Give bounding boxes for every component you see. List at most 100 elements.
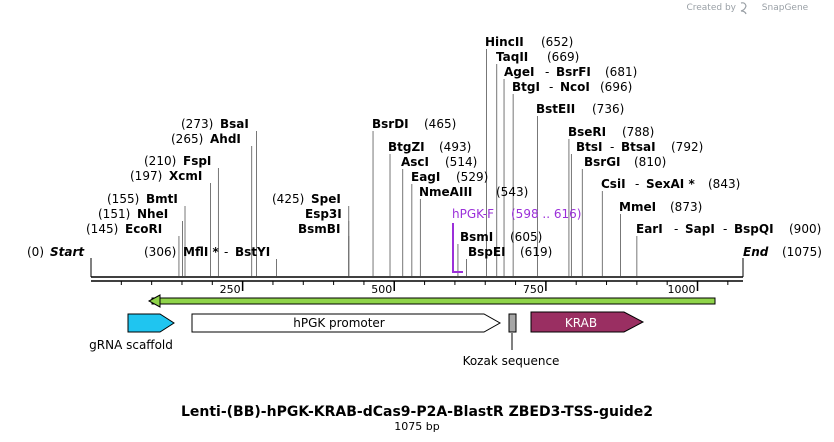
site-pos: (514) [445,155,477,169]
svg-text:-: - [723,222,727,236]
site-lines [178,49,638,276]
end-position: (1075) [782,245,822,259]
feature-label: gRNA scaffold [89,338,173,352]
credit-text: Created by [686,3,736,13]
feature-label: KRAB [565,316,597,330]
svg-text:-: - [545,65,549,79]
feature-label: hPGK promoter [293,316,385,330]
site-label: BspEI [468,245,506,259]
site-pos: (210) [144,154,176,168]
end-label: End [743,245,769,259]
primer-range: (598 .. 616) [511,207,581,221]
hpgk-promoter-arrow [191,313,502,333]
kozak-box [508,313,517,333]
tick-label: 500 [371,283,392,296]
site-label: BtsI [576,140,603,154]
site-label: EagI [411,170,440,184]
site-label: SapI [685,222,715,236]
site-pos: (273) [181,117,213,131]
site-pos: (425) [272,192,304,206]
site-pos: (696) [600,80,632,94]
start-position: (0) [27,245,44,259]
site-label: NmeAIII [419,185,472,199]
site-label: TaqII [496,50,528,64]
primer-label: hPGK-F [452,207,494,221]
site-label: HincII [485,35,524,49]
site-pos: (788) [622,125,654,139]
site-label: SexAI * [646,177,695,191]
tick-label: 250 [220,283,241,296]
svg-text:-: - [610,140,614,154]
grna-scaffold-arrow [127,313,175,333]
site-label: MflI * [183,245,219,259]
feature-grna-scaffold[interactable]: gRNA scaffold [89,313,175,352]
site-label: AhdI [210,132,241,146]
site-pos: (900) [789,222,821,236]
site-label: BsrFI [556,65,591,79]
map-title: Lenti-(BB)-hPGK-KRAB-dCas9-P2A-BlastR ZB… [181,404,653,420]
site-pos: (669) [547,50,579,64]
site-label: BsaI [220,117,249,131]
site-label: SpeI [311,192,341,206]
site-label: BstEII [536,102,575,116]
site-pos: (155) [107,192,139,206]
site-pos: (736) [592,102,624,116]
site-label: BtsaI [621,140,656,154]
ruler-ticks: 250 500 750 1000 [120,281,729,296]
site-label: BsmBI [298,222,340,236]
site-pos: (493) [439,140,471,154]
site-label: NcoI [560,80,590,94]
brand-text: SnapGene [762,3,809,13]
site-label: AscI [401,155,429,169]
site-label: BsrDI [372,117,409,131]
svg-text:-: - [635,177,639,191]
tick-label: 1000 [668,283,696,296]
feature-krab[interactable]: KRAB [530,311,645,333]
site-label: MmeI [619,200,656,214]
site-label: AgeI [504,65,534,79]
start-label: Start [50,245,85,259]
site-label: BspQI [734,222,774,236]
site-label: BstYI [235,245,270,259]
site-pos: (197) [130,169,162,183]
primer-hpgk-f[interactable]: hPGK-F (598 .. 616) [452,207,581,273]
krab-arrow [530,311,645,333]
site-pos: (792) [671,140,703,154]
primer-arrow [452,223,463,273]
site-label: BsmI [460,230,493,244]
site-label: Esp3I [305,207,342,221]
site-pos: (810) [634,155,666,169]
site-pos: (265) [171,132,203,146]
site-pos: (652) [541,35,573,49]
site-label: XcmI [169,169,202,183]
enzyme-labels: (145) EcoRI (151) NheI (155) BmtI (197) … [86,35,821,259]
site-pos: (619) [520,245,552,259]
snapgene-logo [740,2,747,15]
svg-text:-: - [224,245,228,259]
feature-kozak[interactable]: Kozak sequence [463,313,560,368]
site-pos: (873) [670,200,702,214]
site-pos: (681) [605,65,637,79]
selection-bar [147,294,716,308]
map-length: 1075 bp [394,420,439,433]
site-label: FspI [183,154,211,168]
site-label: CsiI [601,177,626,191]
feature-hpgk-promoter[interactable]: hPGK promoter [191,313,502,333]
site-label: NheI [137,207,168,221]
backbone [91,276,743,282]
site-pos: (151) [98,207,130,221]
site-pos: (465) [424,117,456,131]
site-label: BseRI [568,125,606,139]
site-label: EcoRI [125,222,162,236]
site-pos: (529) [456,170,488,184]
site-label: BtgZI [388,140,425,154]
site-label: BtgI [512,80,540,94]
site-label: BmtI [146,192,178,206]
site-label: BsrGI [584,155,621,169]
tick-label: 750 [523,283,544,296]
site-pos: (605) [510,230,542,244]
svg-text:-: - [674,222,678,236]
site-pos: (543) [496,185,528,199]
svg-text:-: - [549,80,553,94]
